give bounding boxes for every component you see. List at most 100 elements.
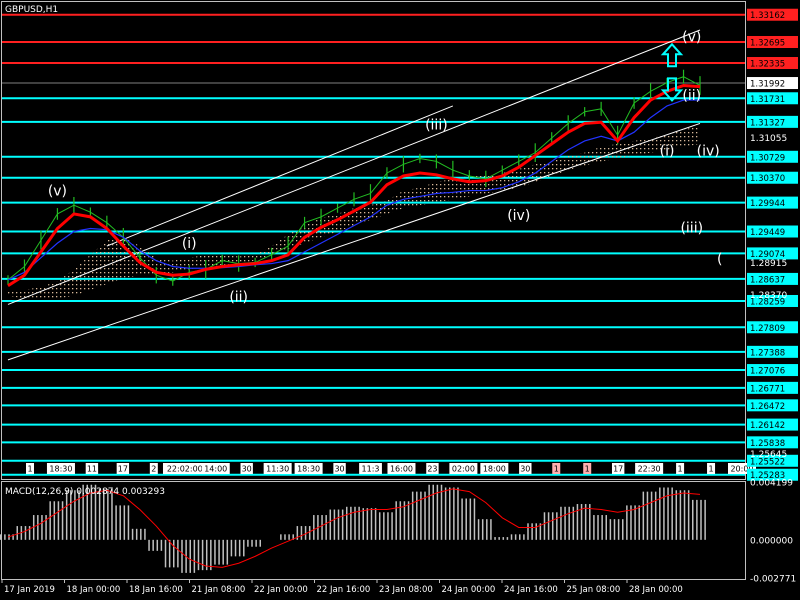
- x-tick-label: 21 Jan 08:00: [192, 585, 246, 595]
- cyan-level-label: 1.27388: [750, 348, 785, 358]
- cyan-level-label-bg: [747, 115, 798, 128]
- time-marker: 1: [678, 465, 683, 474]
- moving-averages: [7, 83, 701, 288]
- current-price-label-bg: [747, 77, 798, 90]
- time-marker-bg: [85, 463, 99, 474]
- time-marker-bg: [707, 463, 716, 474]
- cyan-level-label: 1.26771: [750, 384, 785, 394]
- time-marker-bg: [201, 463, 230, 474]
- time-marker-bg: [611, 463, 625, 474]
- time-marker: 18:30: [49, 465, 72, 474]
- x-tick-label: 28 Jan 00:00: [629, 585, 683, 595]
- time-marker: 2: [151, 465, 156, 474]
- chart-title: GBPUSD,H1: [5, 5, 58, 15]
- time-marker-bg: [263, 463, 292, 474]
- time-marker-bg: [519, 463, 532, 474]
- cyan-level-label-bg: [747, 225, 798, 238]
- wave-label: (iii): [680, 221, 703, 237]
- cyan-level-label-bg: [747, 294, 798, 307]
- x-tick-label: 23 Jan 08:00: [379, 585, 433, 595]
- cyan-level-label: 1.30370: [750, 174, 785, 184]
- wave-label: (iii): [425, 117, 448, 133]
- macd-signal-line: [7, 488, 701, 568]
- time-marker: 23: [427, 465, 437, 474]
- main-chart-panel[interactable]: [1, 1, 746, 480]
- cyan-level-label-bg: [747, 381, 798, 394]
- time-marker: 02:00: [452, 465, 475, 474]
- cyan-level-label: 1.25283: [750, 471, 785, 481]
- time-marker-bg: [162, 463, 207, 474]
- cloud-area: [8, 126, 700, 300]
- x-tick-label: 24 Jan 00:00: [442, 585, 496, 595]
- wave-label: (iv): [507, 208, 530, 224]
- time-marker: 18:00: [483, 465, 506, 474]
- x-tick-label: 17 Jan 2019: [4, 585, 55, 595]
- channel-line: [7, 29, 701, 305]
- arrow-up-icon: [660, 42, 684, 68]
- time-marker: 22:30: [638, 465, 661, 474]
- cyan-level-label-bg: [747, 272, 798, 285]
- x-tick-label: 25 Jan 08:00: [567, 585, 621, 595]
- arrow-markers: [660, 42, 684, 102]
- time-marker: 20:00: [730, 465, 753, 474]
- cyan-level-label: 1.28259: [750, 297, 785, 307]
- wave-label: (v): [682, 30, 701, 46]
- cyan-level-label-bg: [747, 92, 798, 105]
- price-axis-labels: 1.33162 1.32695 1.32335 1.31731 1.31327 1.307…: [747, 8, 798, 481]
- wave-label: (iv): [697, 144, 720, 160]
- time-marker-bg: [149, 463, 158, 474]
- time-marker: 17: [118, 465, 128, 474]
- time-marker: 16:00: [390, 465, 413, 474]
- time-marker: 1: [27, 465, 32, 474]
- wave-label: (i): [182, 236, 197, 252]
- red-level-label-bg: [747, 8, 798, 21]
- macd-title: MACD(12,26,9) 0.002874 0.003293: [5, 487, 165, 497]
- red-level-label: 1.32335: [750, 60, 785, 70]
- macd-panel[interactable]: [1, 481, 746, 580]
- red-level-label-bg: [747, 35, 798, 48]
- cyan-level-label-bg: [747, 364, 798, 377]
- time-marker-bg: [294, 463, 323, 474]
- price-tick-label: 1.31055: [750, 134, 787, 144]
- macd-tick-label: 0.004199: [750, 479, 793, 489]
- time-marker: 18:30: [297, 465, 320, 474]
- time-marker-bg: [26, 463, 34, 474]
- time-marker: 11: [87, 465, 97, 474]
- cyan-level-label: 1.27076: [750, 367, 785, 377]
- price-tick-label: 1.25645: [750, 450, 787, 460]
- x-tick-label: 18 Jan 00:00: [67, 585, 121, 595]
- cyan-level-label-bg: [747, 345, 798, 358]
- cyan-level-label-bg: [747, 150, 798, 163]
- wave-label: (ii): [682, 88, 701, 104]
- cyan-level-label-bg: [747, 399, 798, 412]
- wave-label: (: [717, 252, 722, 268]
- time-marker: 11:30: [266, 465, 289, 474]
- time-marker: 30: [520, 465, 530, 474]
- time-marker-bg: [240, 463, 253, 474]
- channel-lines: [7, 29, 701, 361]
- time-marker: 30: [242, 465, 252, 474]
- cyan-level-label: 1.29944: [750, 199, 785, 209]
- cyan-level-label: 1.25838: [750, 439, 785, 449]
- channel-line: [106, 105, 454, 247]
- current-price-label: 1.31992: [750, 80, 785, 90]
- x-tick-label: 24 Jan 16:00: [504, 585, 558, 595]
- price-tick-label: 1.28370: [750, 291, 787, 301]
- wave-label: (v): [48, 183, 67, 199]
- cyan-level-label: 1.26472: [750, 402, 785, 412]
- macd-tick-label: 0.000000: [750, 536, 793, 546]
- red-level-label-bg: [747, 57, 798, 70]
- time-marker-bg: [676, 463, 685, 474]
- time-marker-bg: [359, 463, 382, 474]
- time-marker-bg: [116, 463, 130, 474]
- cyan-level-label-bg: [747, 468, 798, 481]
- cyan-level-label: 1.31327: [750, 118, 785, 128]
- cyan-level-label: 1.25522: [750, 457, 785, 467]
- cyan-level-label-bg: [747, 436, 798, 449]
- ma-red-line: [7, 83, 701, 288]
- time-marker: 30: [334, 465, 344, 474]
- wave-label: (i): [660, 144, 675, 160]
- cyan-level-label: 1.27809: [750, 324, 785, 334]
- red-level-label: 1.33162: [750, 11, 785, 21]
